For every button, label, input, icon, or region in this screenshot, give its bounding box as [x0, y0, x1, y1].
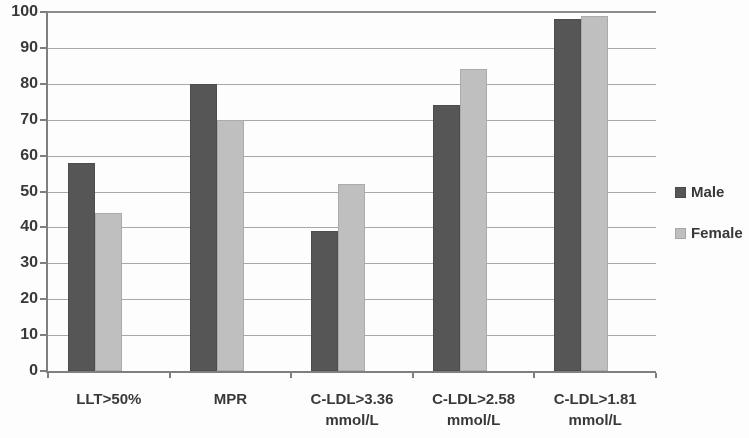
legend-item-female: Female [675, 225, 743, 242]
bar-group [534, 12, 656, 371]
y-tick-label: 10 [20, 326, 38, 344]
gridline [48, 83, 656, 85]
bar-female [581, 15, 609, 371]
gridline [48, 47, 656, 49]
x-axis-labels: LLT>50% MPR C-LDL>3.36 mmol/L C-LDL>2.58 mm… [48, 389, 656, 431]
y-tick-label: 90 [20, 38, 38, 56]
plot-area [40, 11, 657, 378]
y-axis-tick [40, 226, 48, 229]
x-category-label: MPR [213, 391, 248, 408]
bar-group [48, 12, 170, 371]
bar-male [311, 231, 339, 371]
y-axis-tick [40, 11, 48, 13]
gridline [48, 11, 656, 13]
x-axis-tick [533, 373, 536, 378]
y-tick-label: 100 [11, 3, 38, 20]
y-axis-tick [40, 370, 48, 372]
x-axis-tick [411, 373, 414, 378]
y-tick-label: 30 [20, 254, 38, 272]
gridline [48, 119, 656, 121]
y-tick-label: 40 [20, 218, 38, 236]
legend-label: Female [691, 225, 743, 242]
y-axis-tick [40, 190, 48, 193]
y-axis-tick [40, 298, 48, 301]
bar-female [338, 184, 366, 371]
bar-groups [48, 12, 656, 371]
y-tick-label: 50 [20, 182, 38, 200]
bar-male [189, 83, 217, 371]
bar-pair [189, 83, 244, 371]
x-category-label: C-LDL>3.36 mmol/L [310, 391, 394, 429]
y-tick-label: 70 [20, 110, 38, 128]
y-tick-label: 0 [29, 362, 38, 379]
bar-male [432, 105, 460, 371]
bar-pair [554, 15, 609, 371]
x-category-label: C-LDL>2.58 mmol/L [432, 391, 516, 429]
bar-group [291, 12, 413, 371]
x-axis-tick [290, 373, 293, 378]
bar-female [216, 119, 244, 371]
y-axis-tick [40, 46, 48, 49]
y-axis-tick [40, 262, 48, 265]
x-category-label: C-LDL>1.81 mmol/L [553, 391, 637, 429]
y-tick-label: 60 [20, 146, 38, 164]
y-axis-tick [40, 82, 48, 85]
bar-group [413, 12, 535, 371]
x-axis-tick [655, 373, 657, 378]
bar-pair [311, 184, 366, 371]
y-tick-label: 20 [20, 290, 38, 308]
x-axis-tick [47, 373, 49, 378]
bar-pair [432, 69, 487, 371]
y-tick-label: 80 [20, 74, 38, 92]
legend-swatch-female [675, 228, 686, 239]
bar-female [95, 213, 122, 371]
bar-male [68, 162, 95, 371]
legend-swatch-male [675, 187, 686, 198]
y-axis-tick [40, 154, 48, 157]
y-axis-tick [40, 118, 48, 121]
legend-item-male: Male [675, 184, 743, 201]
bar-group [170, 12, 292, 371]
gridline [48, 155, 656, 157]
bar-pair [68, 162, 122, 371]
legend-label: Male [691, 184, 725, 201]
x-axis-tick [168, 373, 171, 378]
y-axis-tick [40, 334, 48, 337]
x-category-label: LLT>50% [76, 391, 142, 408]
bar-male [554, 19, 582, 371]
y-axis: 0 10 20 30 40 50 60 70 80 90 100 [0, 3, 38, 379]
bar-female [459, 69, 487, 371]
legend: Male Female [675, 184, 743, 266]
